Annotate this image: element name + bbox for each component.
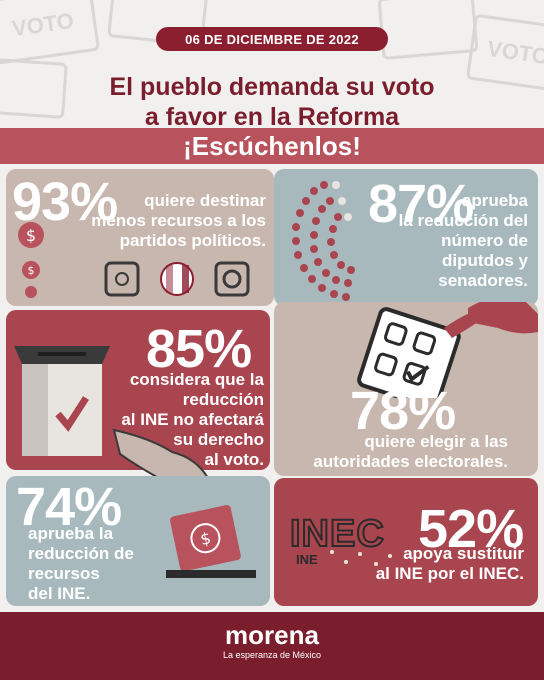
headline-line-2: a favor en la Reforma bbox=[144, 103, 400, 131]
stat-panel-3: 85% considera que la reducción al INE no… bbox=[6, 310, 270, 470]
stat-percent: 78% bbox=[350, 381, 456, 441]
inec-logo: INEC INE bbox=[289, 513, 408, 570]
ballot-checklist-icon bbox=[357, 302, 538, 398]
stat-percent: 87% bbox=[368, 174, 474, 234]
stat-panel-5: 74% aprueba la reducción de recursos del… bbox=[6, 476, 270, 606]
stat-description: quiere destinar menos recursos a los par… bbox=[91, 191, 266, 250]
money-slot-icon: $ bbox=[166, 505, 256, 578]
ballot-box-icon bbox=[14, 346, 110, 456]
stat-description: aprueba la reducción del número de diput… bbox=[398, 191, 528, 290]
stars-icon bbox=[330, 550, 392, 566]
stat-panel-2: 87% aprueba la reducción del número de d… bbox=[274, 169, 538, 306]
stat-percent: 52% bbox=[418, 499, 524, 559]
svg-text:$: $ bbox=[199, 528, 213, 549]
svg-text:$: $ bbox=[26, 226, 36, 245]
brand-logo: morena bbox=[225, 620, 319, 650]
stat-percent: 85% bbox=[146, 319, 252, 379]
stat-panel-6: INEC INE 52% apoya sustituir al INE por … bbox=[274, 478, 538, 606]
svg-text:$: $ bbox=[28, 264, 35, 277]
headline-line-1: El pueblo demanda su voto bbox=[109, 73, 435, 101]
party-logos-icon bbox=[104, 261, 250, 297]
stat-description: apoya sustituir al INE por el INEC. bbox=[375, 544, 524, 583]
stat-description: quiere elegir a las autoridades electora… bbox=[313, 432, 508, 471]
bg-vote-card bbox=[377, 0, 479, 61]
footer bbox=[0, 612, 544, 680]
stat-panel-1: 93% quiere destinar menos recursos a los… bbox=[6, 169, 274, 306]
stat-description: aprueba la reducción de recursos del INE… bbox=[28, 524, 134, 603]
stat-percent: 93% bbox=[12, 172, 118, 232]
stat-description: considera que la reducción al INE no afe… bbox=[121, 370, 264, 469]
banner: ¡Escúchenlos! bbox=[0, 128, 544, 164]
stat-panel-4: 78% quiere elegir a las autoridades elec… bbox=[274, 302, 538, 476]
bg-vote-card: VOTO bbox=[0, 0, 101, 66]
page-title: El pueblo demanda su voto a favor en la … bbox=[0, 72, 544, 132]
brand-tagline: La esperanza de México bbox=[222, 650, 322, 660]
hemicycle-icon bbox=[292, 181, 355, 301]
coins-icon: $ $ bbox=[18, 222, 44, 298]
stat-percent: 74% bbox=[16, 477, 122, 537]
date-badge: 06 DE DICIEMBRE DE 2022 bbox=[156, 27, 388, 51]
